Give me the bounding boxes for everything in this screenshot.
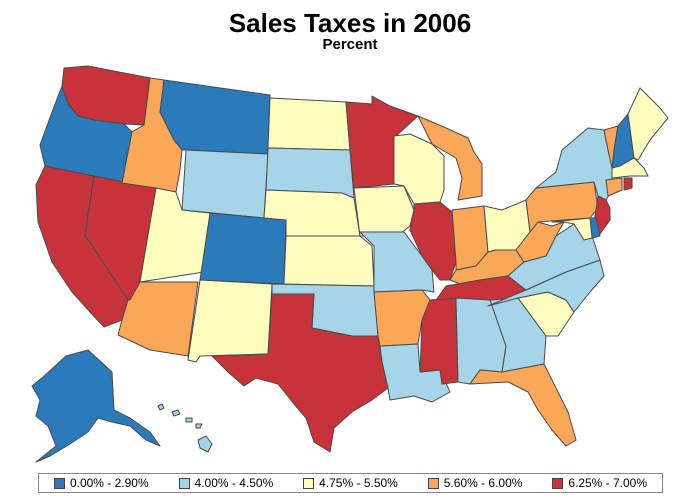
legend-item: 4.00% - 4.50%	[178, 476, 274, 490]
state-HI	[157, 403, 213, 453]
state-ME	[627, 87, 669, 161]
state-MT	[159, 79, 271, 155]
legend-label: 5.60% - 6.00%	[443, 476, 523, 490]
state-AZ	[117, 281, 199, 357]
legend-swatch	[552, 477, 564, 489]
legend-swatch	[178, 477, 190, 489]
state-FL	[469, 363, 577, 447]
state-MD	[551, 217, 593, 241]
state-CT	[605, 177, 623, 197]
legend-item: 4.75% - 5.50%	[303, 476, 398, 490]
state-IA	[353, 185, 415, 237]
state-MA	[611, 157, 649, 179]
map-subtitle: Percent	[322, 36, 378, 53]
state-CO	[199, 212, 287, 285]
legend-swatch	[427, 477, 439, 489]
legend-swatch	[303, 477, 315, 489]
legend-label: 6.25% - 7.00%	[568, 476, 648, 490]
map-title: Sales Taxes in 2006	[228, 8, 472, 38]
legend-item: 6.25% - 7.00%	[552, 476, 647, 490]
legend-label: 0.00% - 2.90%	[69, 476, 149, 490]
state-AK	[31, 349, 161, 463]
state-AR	[373, 289, 431, 347]
legend-item: 0.00% - 2.90%	[53, 476, 149, 490]
state-WY	[181, 149, 269, 219]
state-WI	[393, 133, 445, 205]
state-NJ	[593, 195, 611, 235]
legend: 0.00% - 2.90% 4.00% - 4.50% 4.75% - 5.50% 5…	[38, 473, 663, 493]
state-IL	[409, 201, 457, 281]
state-TX	[211, 293, 389, 453]
state-ND	[267, 97, 351, 151]
state-LA	[379, 343, 451, 403]
state-RI	[623, 177, 633, 191]
state-KS	[283, 235, 375, 287]
state-MI	[417, 115, 483, 201]
state-MO	[359, 231, 435, 293]
state-MN	[345, 95, 419, 189]
legend-label: 4.00% - 4.50%	[194, 476, 274, 490]
state-NM	[187, 279, 273, 363]
legend-swatch	[53, 477, 65, 489]
legend-item: 5.60% - 6.00%	[427, 476, 523, 490]
legend-label: 4.75% - 5.50%	[319, 476, 398, 490]
